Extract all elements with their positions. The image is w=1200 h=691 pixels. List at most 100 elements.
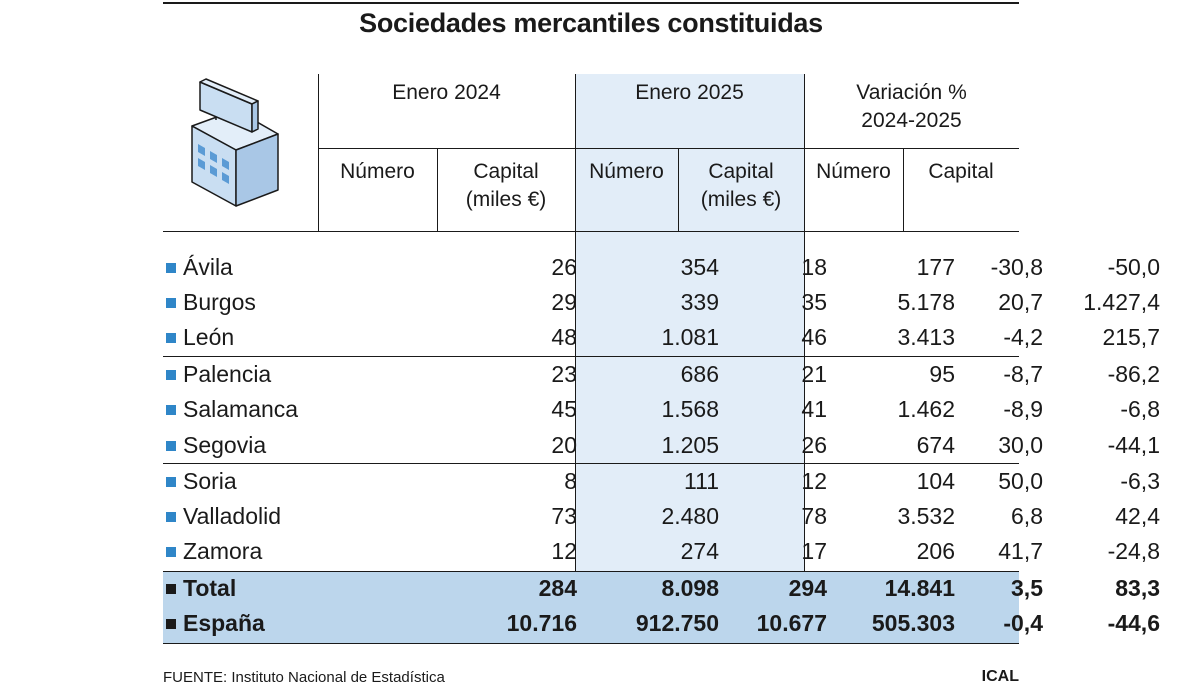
table-row: León 48 1.081 46 3.413 -4,2 215,7: [163, 320, 1160, 355]
header-capital-2024: Capital (miles €): [437, 158, 575, 214]
capital-2024-cell: 1.081: [661, 324, 719, 350]
top-rule: [163, 2, 1019, 4]
bullet-square-icon: [166, 441, 176, 451]
numero-2025-cell: 78: [801, 503, 827, 529]
header-enero-2024: Enero 2024: [392, 81, 501, 104]
capital-2024-cell: 354: [680, 254, 719, 280]
header-var-capital: Capital: [928, 160, 994, 183]
bullet-square-icon: [166, 298, 176, 308]
numero-2025-cell: 46: [801, 324, 827, 350]
province-cell: Total: [163, 571, 236, 606]
capital-2025-cell: 3.413: [897, 324, 955, 350]
table-row: Salamanca 45 1.568 41 1.462 -8,9 -6,8: [163, 392, 1160, 427]
province-cell: León: [163, 320, 234, 355]
province-label: Valladolid: [183, 503, 282, 529]
numero-2025-cell: 10.677: [756, 610, 827, 636]
numero-2024-cell: 26: [551, 254, 577, 280]
header-variacion: Variación % 2024-2025: [804, 79, 1019, 135]
table-row: Palencia 23 686 21 95 -8,7 -86,2: [163, 357, 1160, 392]
var-numero-cell: -8,9: [1003, 396, 1043, 422]
var-capital-cell: -44,1: [1107, 432, 1160, 458]
numero-2025-cell: 26: [801, 432, 827, 458]
province-label: León: [183, 324, 235, 350]
capital-2024-cell: 912.750: [635, 610, 719, 636]
totals-rule: [163, 571, 1019, 572]
capital-2025-cell: 177: [916, 254, 955, 280]
province-label: Ávila: [183, 254, 233, 280]
divider-v: [575, 74, 576, 571]
capital-2025-cell: 5.178: [897, 289, 955, 315]
header-capital-line2: (miles €): [700, 188, 782, 211]
numero-2024-cell: 48: [551, 324, 577, 350]
numero-2024-cell: 8: [564, 468, 577, 494]
capital-2025-cell: 14.841: [884, 575, 955, 601]
numero-2024-cell: 10.716: [506, 610, 577, 636]
var-capital-cell: -24,8: [1107, 538, 1160, 564]
var-capital-cell: -86,2: [1107, 361, 1160, 387]
total-row: Total 284 8.098 294 14.841 3,5 83,3: [163, 571, 1160, 606]
numero-2024-cell: 23: [551, 361, 577, 387]
bullet-square-icon: [166, 619, 176, 629]
capital-2024-cell: 1.568: [661, 396, 719, 422]
capital-2024-cell: 111: [684, 468, 719, 494]
numero-2024-cell: 20: [551, 432, 577, 458]
province-label: Palencia: [183, 361, 272, 387]
capital-2025-cell: 104: [916, 468, 955, 494]
source-note: FUENTE: Instituto Nacional de Estadístic…: [163, 669, 445, 686]
province-cell: España: [163, 606, 265, 641]
bullet-square-icon: [166, 547, 176, 557]
header-rule: [318, 148, 1019, 149]
capital-2025-cell: 505.303: [871, 610, 955, 636]
numero-2024-cell: 284: [538, 575, 577, 601]
bullet-square-icon: [166, 333, 176, 343]
var-capital-cell: -6,3: [1120, 468, 1160, 494]
numero-2025-cell: 41: [801, 396, 827, 422]
var-numero-cell: -8,7: [1003, 361, 1043, 387]
header-capital-line2: (miles €): [465, 188, 547, 211]
numero-2025-cell: 12: [801, 468, 827, 494]
office-building-icon: [191, 78, 279, 207]
var-capital-cell: 1.427,4: [1083, 289, 1160, 315]
capital-2024-cell: 1.205: [661, 432, 719, 458]
bullet-square-icon: [166, 584, 176, 594]
header-variacion-line1: Variación %: [856, 81, 967, 104]
province-cell: Palencia: [163, 357, 271, 392]
var-capital-cell: 215,7: [1102, 324, 1160, 350]
header-numero-2024: Número: [340, 160, 415, 183]
var-numero-cell: -30,8: [990, 254, 1043, 280]
province-label: Burgos: [183, 289, 256, 315]
province-label: Salamanca: [183, 396, 299, 422]
province-cell: Salamanca: [163, 392, 298, 427]
header-capital-line1: Capital: [708, 160, 774, 183]
group-rule: [163, 463, 1019, 464]
numero-2024-cell: 45: [551, 396, 577, 422]
divider-v: [318, 74, 319, 231]
var-capital-cell: 42,4: [1115, 503, 1160, 529]
var-numero-cell: 41,7: [998, 538, 1043, 564]
totals-band: [163, 571, 1019, 643]
table-row: Burgos 29 339 35 5.178 20,7 1.427,4: [163, 285, 1160, 320]
var-capital-cell: -6,8: [1120, 396, 1160, 422]
bullet-square-icon: [166, 370, 176, 380]
brand-label: ICAL: [981, 668, 1019, 685]
var-numero-cell: 30,0: [998, 432, 1043, 458]
province-label: Total: [183, 575, 237, 601]
divider-v: [678, 148, 679, 231]
capital-2024-cell: 686: [680, 361, 719, 387]
capital-2024-cell: 8.098: [661, 575, 719, 601]
table-row: Ávila 26 354 18 177 -30,8 -50,0: [163, 250, 1160, 285]
numero-2024-cell: 12: [551, 538, 577, 564]
header-var-numero: Número: [816, 160, 891, 183]
bullet-square-icon: [166, 477, 176, 487]
header-capital-2025: Capital (miles €): [678, 158, 804, 214]
table-row: Segovia 20 1.205 26 674 30,0 -44,1: [163, 428, 1160, 463]
total-row: España 10.716 912.750 10.677 505.303 -0,4 -44,…: [163, 606, 1160, 641]
var-numero-cell: 20,7: [998, 289, 1043, 315]
var-capital-cell: -50,0: [1107, 254, 1160, 280]
divider-v: [437, 148, 438, 231]
bullet-square-icon: [166, 405, 176, 415]
table-row: Valladolid 73 2.480 78 3.532 6,8 42,4: [163, 499, 1160, 534]
var-numero-cell: 6,8: [1011, 503, 1043, 529]
capital-2025-cell: 3.532: [897, 503, 955, 529]
capital-2025-cell: 95: [929, 361, 955, 387]
